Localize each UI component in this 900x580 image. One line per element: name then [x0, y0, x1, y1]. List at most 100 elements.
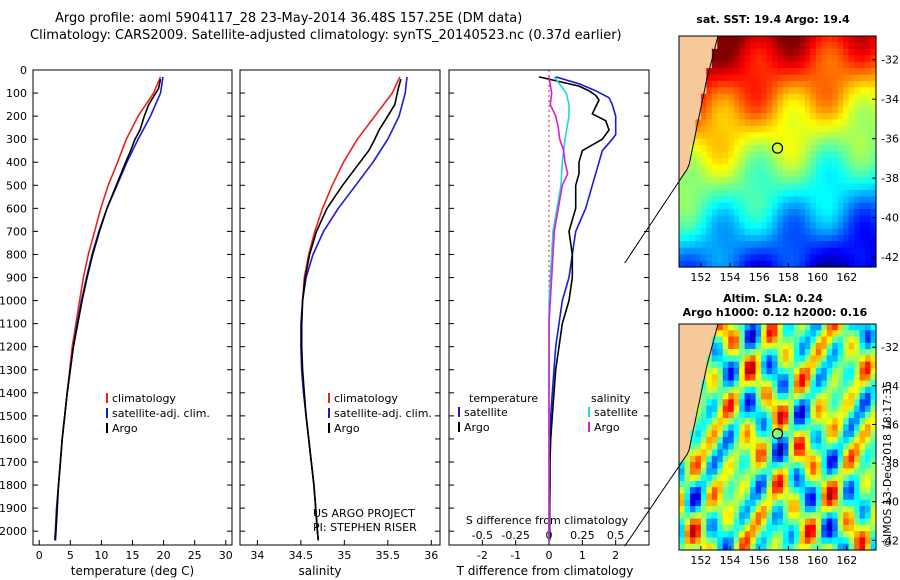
- sst-map-cell: [777, 209, 784, 217]
- sst-map-cell: [739, 42, 746, 50]
- sla-map-cell: [750, 437, 757, 444]
- sst-map-cell: [772, 151, 779, 159]
- sst-map-cell: [810, 125, 817, 133]
- sst-map-cell: [799, 119, 806, 127]
- sla-map-cell: [848, 374, 855, 382]
- sla-map-cell: [700, 437, 707, 444]
- sst-map-cell: [843, 145, 850, 153]
- sst-map-cell: [837, 93, 844, 101]
- sst-map-cell: [755, 164, 762, 172]
- sst-map-cell: [793, 222, 800, 230]
- sst-map-cell: [733, 254, 740, 262]
- sla-map-cell: [826, 468, 833, 476]
- sla-map-cell: [689, 411, 697, 419]
- sla-map-cell: [804, 336, 811, 344]
- sst-map-cell: [772, 228, 779, 236]
- sst-map-cell: [859, 74, 866, 82]
- sla-map-cell: [689, 374, 697, 382]
- sst-map-cell: [761, 80, 768, 88]
- sst-map-cell: [761, 190, 768, 198]
- sst-map-cell: [870, 74, 877, 82]
- sst-map-cell: [717, 55, 724, 63]
- sst-map-cell: [711, 170, 718, 178]
- sla-map-cell: [689, 487, 697, 495]
- temperature-axis-label: temperature (deg C): [71, 564, 194, 578]
- sla-map-cell: [689, 342, 697, 350]
- sla-map-cell: [848, 380, 855, 388]
- sst-map-cell: [782, 190, 790, 198]
- sla-map-cell: [766, 531, 773, 539]
- sst-map-cell: [804, 241, 811, 249]
- sst-map-cell: [843, 241, 850, 249]
- sst-map-cell: [695, 119, 702, 127]
- sst-map-cell: [750, 234, 757, 242]
- sst-map-cell: [728, 138, 735, 146]
- sst-map-cell: [684, 87, 691, 95]
- sla-map-cell: [804, 455, 811, 463]
- sla-map-cell: [832, 324, 839, 331]
- sst-map-cell: [799, 100, 806, 108]
- sla-map-cell: [870, 424, 877, 432]
- sst-map-cell: [854, 234, 861, 242]
- sla-map-cell: [859, 543, 866, 551]
- sla-map-cell: [788, 493, 795, 501]
- sla-map-cell: [782, 537, 790, 545]
- sla-map-cell: [744, 449, 751, 457]
- sla-map-cell: [843, 493, 850, 501]
- sst-map-cell: [684, 125, 691, 133]
- sla-map-cell: [739, 374, 746, 382]
- sst-map-cell: [689, 183, 697, 191]
- sst-map-cell: [865, 80, 872, 88]
- sst-map-cell: [832, 254, 839, 262]
- sst-map-cell: [722, 177, 729, 185]
- sla-map-cell: [859, 330, 866, 338]
- sst-map-cell: [739, 183, 746, 191]
- sst-map-cell: [799, 183, 806, 191]
- sst-map-cell: [733, 138, 740, 146]
- sla-map-cell: [728, 399, 735, 407]
- sst-map-cell: [854, 254, 861, 262]
- sst-map-cell: [799, 209, 806, 217]
- sla-map-cell: [848, 443, 855, 451]
- sst-map-cell: [739, 157, 746, 165]
- sst-map-cell: [766, 254, 773, 262]
- sla-map-cell: [684, 367, 691, 375]
- sla-map-cell: [788, 324, 795, 331]
- sst-map-cell: [761, 138, 768, 146]
- sst-map-cell: [859, 113, 866, 121]
- sst-map-cell: [761, 36, 768, 44]
- sla-map-cell: [837, 443, 844, 451]
- sst-map-cell: [815, 87, 822, 95]
- sst-map-cell: [728, 119, 735, 127]
- sla-map-cell: [761, 393, 768, 400]
- sla-map-cell: [854, 367, 861, 375]
- sla-map-cell: [679, 330, 686, 338]
- sla-map-cell: [695, 399, 702, 407]
- sla-map-cell: [859, 512, 866, 520]
- sla-map-cell: [848, 393, 855, 400]
- sla-map-cell: [837, 336, 844, 344]
- sla-map-cell: [700, 462, 707, 469]
- sst-map-cell: [739, 190, 746, 198]
- sst-map-cell: [793, 48, 800, 56]
- sst-map-cell: [755, 145, 762, 153]
- sst-map-cell: [821, 61, 828, 69]
- sla-map-cell: [788, 405, 795, 413]
- sla-map-cell: [706, 386, 713, 394]
- sla-map-cell: [772, 330, 779, 338]
- sst-map-cell: [750, 68, 757, 76]
- sst-map-cell: [865, 183, 872, 191]
- sla-map-cell: [695, 430, 702, 438]
- sla-map-cell: [679, 342, 686, 350]
- sla-map-cell: [695, 355, 702, 363]
- sst-map-cell: [815, 157, 822, 165]
- sst-map-cell: [788, 234, 795, 242]
- sla-map-cell: [870, 411, 877, 419]
- sst-map-cell: [854, 151, 861, 159]
- sla-map-cell: [766, 443, 773, 451]
- sst-map-cell: [870, 183, 877, 191]
- sla-map-cell: [711, 399, 718, 407]
- sla-map-cell: [859, 424, 866, 432]
- sst-map-cell: [755, 87, 762, 95]
- sst-map-cell: [772, 113, 779, 121]
